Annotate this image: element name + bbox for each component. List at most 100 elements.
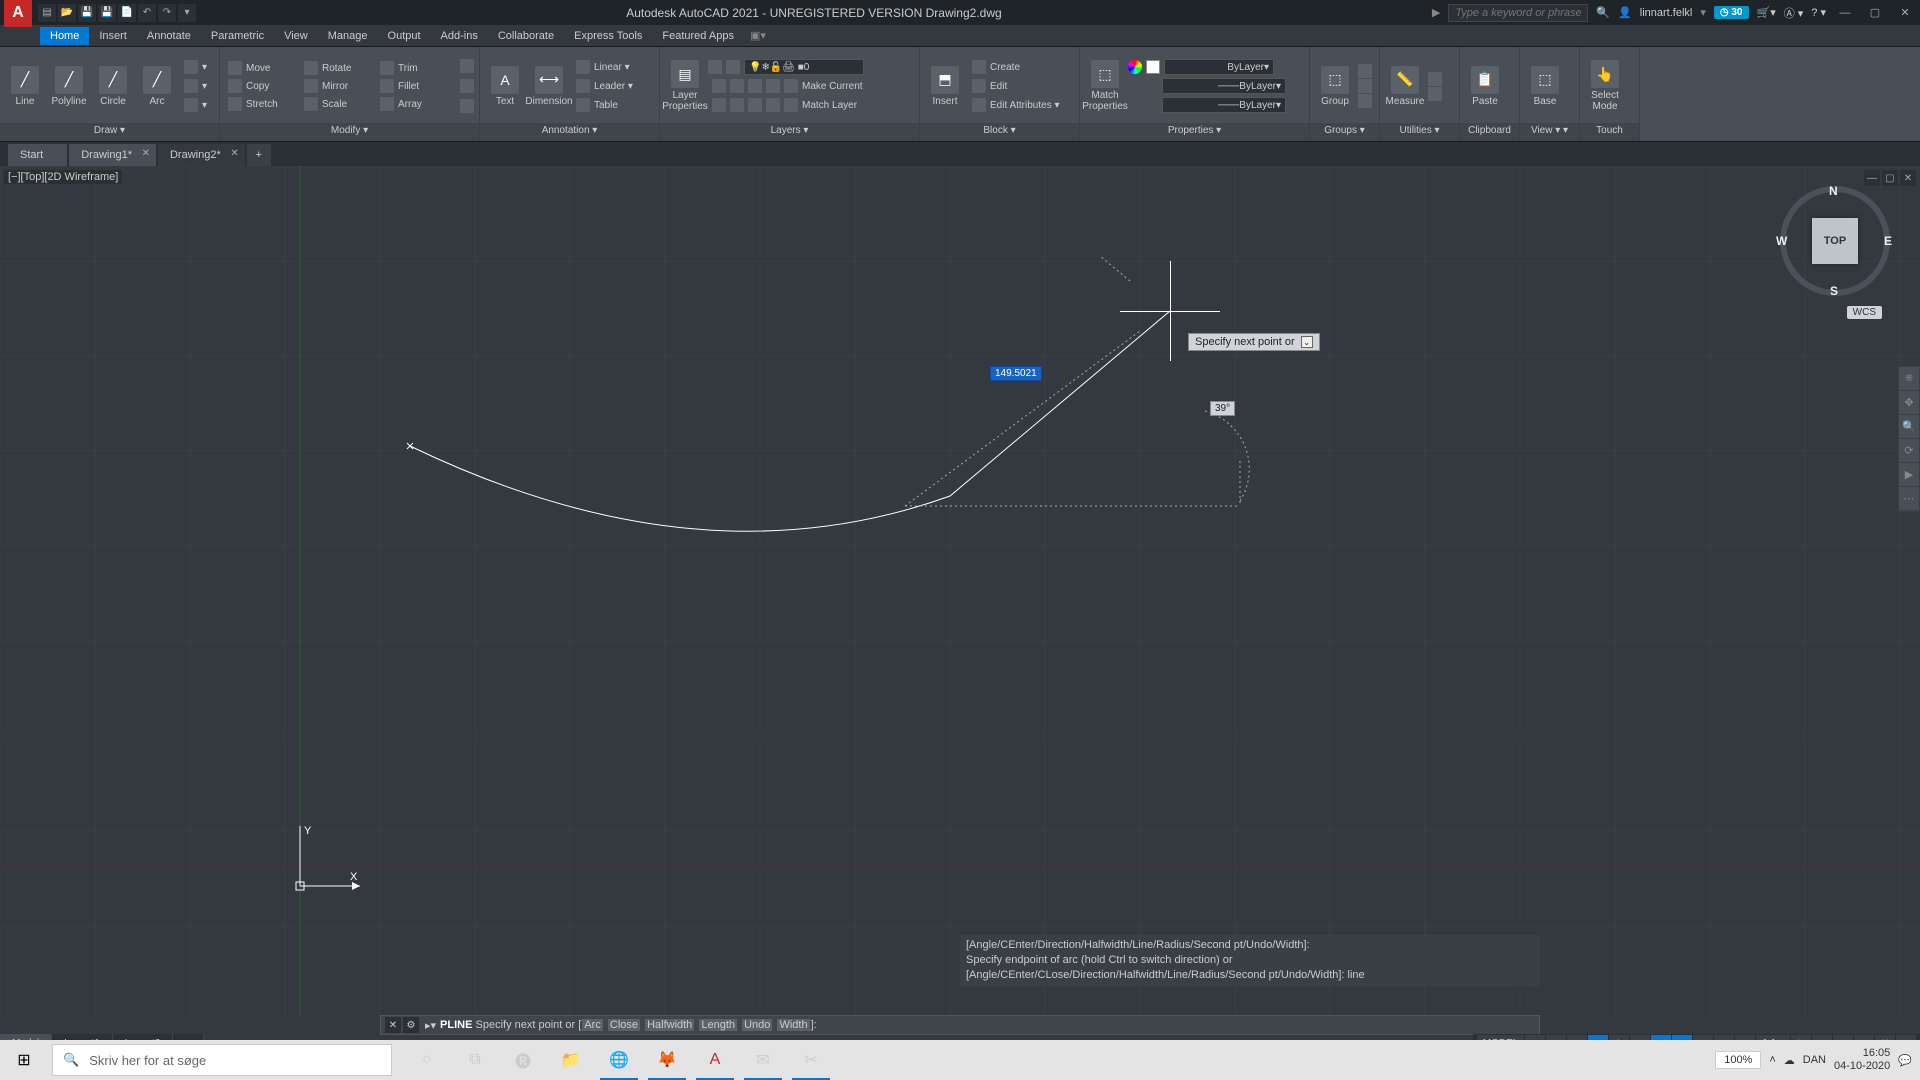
cmd-option-halfwidth[interactable]: Halfwidth [645, 1019, 694, 1031]
linear-button[interactable]: Linear ▾ [572, 58, 637, 76]
layer-properties-button[interactable]: ▤Layer Properties [664, 56, 706, 116]
taskbar-clock[interactable]: 16:0504-10-2020 [1834, 1047, 1890, 1073]
util-icon-1[interactable] [1428, 72, 1442, 86]
group-button[interactable]: ⬚Group [1314, 56, 1356, 116]
start-button[interactable]: ⊞ [0, 1040, 48, 1080]
nav-wheel-icon[interactable]: ⎈ [1899, 367, 1919, 391]
drawing-tab[interactable]: Drawing1*✕ [69, 144, 156, 166]
nav-zoom-icon[interactable]: 🔍 [1899, 415, 1919, 439]
user-dropdown-icon[interactable]: ▾ [1700, 6, 1706, 19]
qat-redo-icon[interactable]: ↷ [158, 4, 176, 22]
qat-undo-icon[interactable]: ↶ [138, 4, 156, 22]
menu-annotate[interactable]: Annotate [137, 27, 201, 45]
paste-button[interactable]: 📋Paste [1464, 56, 1506, 116]
move-button[interactable]: Move [224, 59, 298, 77]
panel-title-view[interactable]: View ▾ ▾ [1520, 123, 1579, 141]
taskbar-snip-icon[interactable]: ✂ [788, 1040, 834, 1080]
group-bbox-icon[interactable] [1358, 94, 1372, 108]
minimize-button[interactable]: — [1834, 4, 1856, 22]
panel-title-draw[interactable]: Draw ▾ [0, 123, 219, 141]
mirror-button[interactable]: Mirror [300, 77, 374, 95]
edit-block-button[interactable]: Edit [968, 77, 1064, 95]
taskbar-search[interactable]: 🔍 Skriv her for at søge [52, 1044, 392, 1076]
trial-badge[interactable]: ◷ 30 [1714, 6, 1749, 19]
viewport-close[interactable]: ✕ [1900, 170, 1916, 186]
tooltip-options-icon[interactable]: ⌄ [1301, 336, 1313, 348]
cmd-option-width[interactable]: Width [777, 1019, 809, 1031]
eraser-button[interactable] [456, 57, 478, 75]
taskbar-firefox-icon[interactable]: 🦊 [644, 1040, 690, 1080]
menu-home[interactable]: Home [40, 27, 89, 45]
add-tab-button[interactable]: + [247, 144, 271, 166]
edit-attributes-button[interactable]: Edit Attributes ▾ [968, 96, 1064, 114]
trim-button[interactable]: Trim [376, 59, 450, 77]
polyline-button[interactable]: ╱Polyline [48, 56, 90, 116]
tray-cloud-icon[interactable]: ☁ [1784, 1054, 1795, 1067]
base-button[interactable]: ⬚Base [1524, 56, 1566, 116]
offset-button[interactable] [456, 97, 478, 115]
copy-button[interactable]: Copy [224, 77, 298, 95]
dimension-button[interactable]: ⟷Dimension [528, 56, 570, 116]
fillet-button[interactable]: Fillet [376, 77, 450, 95]
taskview-icon[interactable]: ⧉ [452, 1040, 498, 1080]
qat-saveas-icon[interactable]: 💾 [98, 4, 116, 22]
panel-title-modify[interactable]: Modify ▾ [220, 123, 479, 141]
close-button[interactable]: ✕ [1894, 4, 1916, 22]
nav-more-icon[interactable]: ⋯ [1899, 487, 1919, 511]
stretch-button[interactable]: Stretch [224, 95, 298, 113]
search-go-icon[interactable]: 🔍 [1596, 6, 1610, 19]
nav-showmotion-icon[interactable]: ▶ [1899, 463, 1919, 487]
menu-manage[interactable]: Manage [318, 27, 378, 45]
cmd-option-length[interactable]: Length [699, 1019, 737, 1031]
drawing-tab[interactable]: Drawing2*✕ [158, 144, 245, 166]
app-logo[interactable]: A [4, 0, 32, 27]
menu-express-tools[interactable]: Express Tools [564, 27, 652, 45]
text-button[interactable]: AText [484, 56, 526, 116]
linetype-combo[interactable]: ─── ByLayer ▾ [1162, 97, 1286, 113]
search-input[interactable] [1448, 4, 1588, 22]
viewport-minimize[interactable]: — [1864, 170, 1880, 186]
leader-button[interactable]: Leader ▾ [572, 77, 637, 95]
menu-add-ins[interactable]: Add-ins [431, 27, 488, 45]
panel-title-block[interactable]: Block ▾ [920, 123, 1079, 141]
maximize-button[interactable]: ▢ [1864, 4, 1886, 22]
taskbar-explorer-icon[interactable]: 📁 [548, 1040, 594, 1080]
util-icon-2[interactable] [1428, 87, 1442, 101]
qat-new-icon[interactable]: ▤ [38, 4, 56, 22]
menu-overflow-icon[interactable]: ▣▾ [750, 29, 766, 42]
table-button[interactable]: Table [572, 96, 637, 114]
cmdline-config-icon[interactable]: ⚙ [403, 1017, 419, 1033]
menu-parametric[interactable]: Parametric [201, 27, 274, 45]
panel-title-annotation[interactable]: Annotation ▾ [480, 123, 659, 141]
nav-orbit-icon[interactable]: ⟳ [1899, 439, 1919, 463]
qat-more-icon[interactable]: ▾ [178, 4, 196, 22]
lineweight-combo[interactable]: ─── ByLayer ▾ [1162, 78, 1286, 94]
dynamic-length-input[interactable]: 149.5021 [990, 366, 1042, 381]
array-button[interactable]: Array [376, 95, 450, 113]
cmd-option-undo[interactable]: Undo [742, 1019, 772, 1031]
viewcube-north[interactable]: N [1829, 184, 1838, 198]
viewcube-west[interactable]: W [1776, 234, 1787, 248]
viewcube[interactable]: TOP N S E W [1780, 186, 1890, 296]
layer-state-icon2[interactable] [726, 60, 740, 74]
draw-extra-icon[interactable]: ▾ [180, 58, 211, 76]
drawing-canvas[interactable]: [−][Top][2D Wireframe] — ▢ ✕ 149.5021 39… [0, 166, 1920, 1016]
qat-save-icon[interactable]: 💾 [78, 4, 96, 22]
scale-button[interactable]: Scale [300, 95, 374, 113]
color-wheel-icon[interactable] [1128, 60, 1142, 74]
panel-title-groups[interactable]: Groups ▾ [1310, 123, 1379, 141]
menu-output[interactable]: Output [378, 27, 431, 45]
taskbar-autocad-icon[interactable]: A [692, 1040, 738, 1080]
layer-combo[interactable]: 💡❄🔓🖨 ■ 0 [744, 59, 864, 75]
taskbar-zoom[interactable]: 100% [1715, 1051, 1761, 1069]
viewcube-face[interactable]: TOP [1812, 218, 1858, 264]
tab-close-icon[interactable]: ✕ [142, 148, 150, 159]
tray-notifications-icon[interactable]: 💬 [1898, 1054, 1912, 1067]
cortana-icon[interactable]: ○ [404, 1040, 450, 1080]
menu-insert[interactable]: Insert [89, 27, 137, 45]
draw-extra-icon[interactable]: ▾ [180, 77, 211, 95]
panel-title-layers[interactable]: Layers ▾ [660, 123, 919, 141]
help-icon[interactable]: ? ▾ [1811, 6, 1826, 19]
viewport-maximize[interactable]: ▢ [1882, 170, 1898, 186]
viewcube-east[interactable]: E [1884, 234, 1892, 248]
